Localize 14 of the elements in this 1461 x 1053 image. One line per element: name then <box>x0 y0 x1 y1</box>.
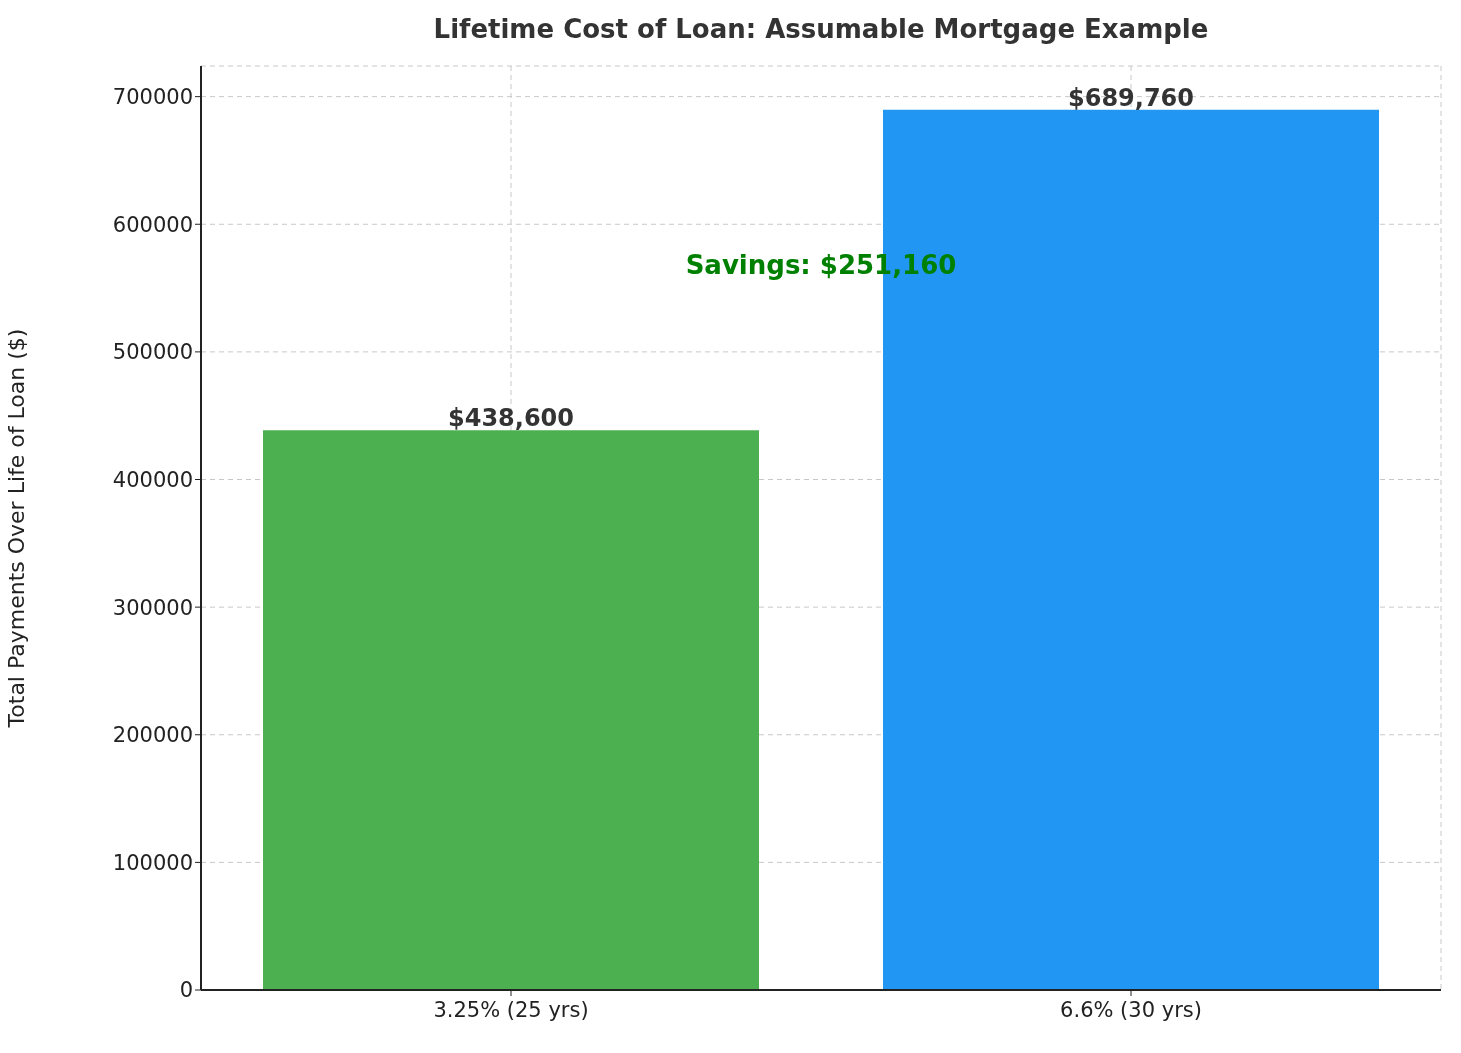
y-tick-label: 600000 <box>112 212 193 237</box>
y-tick-label: 300000 <box>112 595 193 620</box>
chart-title: Lifetime Cost of Loan: Assumable Mortgage Example <box>432 14 1210 44</box>
data-label: $438,600 <box>447 404 575 433</box>
y-tick-label: 200000 <box>112 723 193 748</box>
y-tick-label: 100000 <box>112 850 193 875</box>
x-tick-label: 6.6% (30 yrs) <box>1060 997 1202 1022</box>
y-tick-label: 0 <box>179 978 193 1003</box>
x-tick-label: 3.25% (25 yrs) <box>433 997 589 1022</box>
data-label: $689,760 <box>1067 83 1195 112</box>
y-tick-label: 700000 <box>112 85 193 110</box>
y-tick-label: 500000 <box>112 340 193 365</box>
y-tick-label: 400000 <box>112 467 193 492</box>
y-axis-title: Total Payments Over Life of Loan ($) <box>3 328 29 729</box>
